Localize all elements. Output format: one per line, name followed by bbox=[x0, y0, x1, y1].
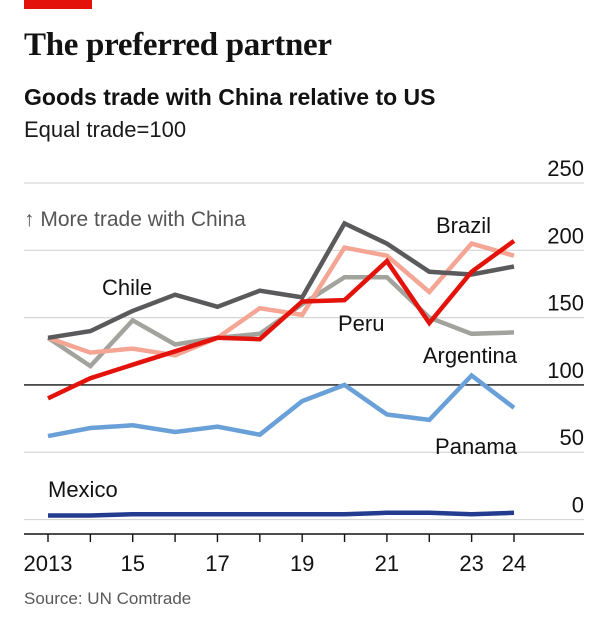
series-label-chile: Chile bbox=[102, 275, 152, 300]
brand-accent-bar bbox=[24, 0, 92, 9]
series-label-argentina: Argentina bbox=[423, 343, 518, 368]
x-tick-label: 15 bbox=[120, 551, 144, 576]
x-tick-label: 21 bbox=[375, 551, 399, 576]
series-label-peru: Peru bbox=[338, 311, 384, 336]
chart-subtitle: Goods trade with China relative to US bbox=[24, 84, 436, 110]
series-label-mexico: Mexico bbox=[48, 477, 118, 502]
x-tick-label: 23 bbox=[459, 551, 483, 576]
series-label-brazil: Brazil bbox=[436, 213, 491, 238]
series-line-panama bbox=[47, 372, 516, 439]
series-lines bbox=[46, 220, 516, 518]
chart-title: The preferred partner bbox=[24, 27, 332, 63]
x-tick-label: 24 bbox=[502, 551, 526, 576]
y-tick-label: 150 bbox=[547, 291, 584, 316]
y-tick-label: 50 bbox=[560, 425, 584, 450]
series-line-chile bbox=[47, 220, 515, 341]
x-axis: 2013 15 17 19 21 23 24 bbox=[24, 533, 584, 576]
series-line-mexico bbox=[48, 510, 515, 518]
series-label-panama: Panama bbox=[435, 434, 518, 459]
y-tick-label: 0 bbox=[572, 493, 584, 518]
source-note: Source: UN Comtrade bbox=[24, 589, 192, 608]
unit-note: Equal trade=100 bbox=[24, 117, 187, 142]
annotation-more-trade: ↑ More trade with China bbox=[24, 208, 246, 231]
y-tick-label: 200 bbox=[547, 223, 584, 248]
y-tick-label: 100 bbox=[547, 358, 584, 383]
y-tick-label: 250 bbox=[547, 156, 584, 181]
series-line-brazil bbox=[47, 239, 516, 401]
x-tick-label: 2013 bbox=[24, 551, 73, 576]
series-line-peru bbox=[47, 241, 515, 358]
y-tick-labels: 0 50 100 150 200 250 bbox=[547, 156, 584, 518]
series-labels: Mexico Panama Argentina Peru Chile Brazil bbox=[48, 213, 518, 502]
x-tick-label: 19 bbox=[290, 551, 314, 576]
x-tick-label: 17 bbox=[205, 551, 229, 576]
